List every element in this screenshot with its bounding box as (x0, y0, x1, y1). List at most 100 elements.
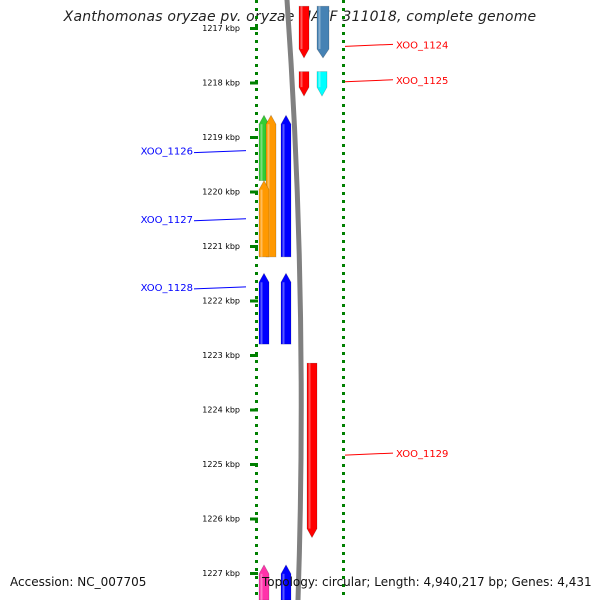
track-dot (342, 400, 345, 403)
gene-label-xoo_1127[interactable]: XOO_1127 (141, 215, 193, 226)
track-dot (255, 368, 258, 371)
track-dot (342, 144, 345, 147)
track-dot (255, 488, 258, 491)
gene-highlight (300, 71, 303, 88)
gene-xoo_1127[interactable] (258, 179, 270, 258)
track-dot (342, 552, 345, 555)
track-dot (255, 392, 258, 395)
genes (258, 5, 330, 600)
gene-label-xoo_1125[interactable]: XOO_1125 (396, 76, 448, 87)
tick-label: 1217 kbp (202, 24, 240, 33)
tick-mark (250, 190, 258, 194)
tick-label: 1225 kbp (202, 460, 240, 469)
track-dot (342, 96, 345, 99)
track-dot (342, 520, 345, 523)
leader-line (344, 452, 394, 456)
track-dot (255, 120, 258, 123)
track-dot (342, 440, 345, 443)
gene-label-xoo_1126[interactable]: XOO_1126 (141, 147, 193, 158)
gene-xoo_1130b[interactable] (280, 564, 292, 600)
track-dot (255, 496, 258, 499)
gene-xoo_1124[interactable] (298, 5, 310, 59)
genome-info-text: Topology: circular; Length: 4,940,217 bp… (262, 575, 592, 589)
track-dot (255, 520, 258, 523)
track-dot (255, 456, 258, 459)
track-dot (255, 232, 258, 235)
track-dot (342, 456, 345, 459)
gene-highlight (260, 282, 263, 345)
track-dot (342, 504, 345, 507)
ticks: 1217 kbp 1218 kbp 1219 kbp 1220 kbp 1221 kbp… (202, 24, 258, 578)
track-dot (255, 144, 258, 147)
track-dot (342, 0, 345, 3)
track-dot (342, 184, 345, 187)
track-dot (342, 448, 345, 451)
gene-xoo_1125b[interactable] (316, 71, 328, 97)
track-dot (255, 568, 258, 571)
track-dot (342, 192, 345, 195)
track-dot (342, 160, 345, 163)
gene-xoo_1129[interactable] (306, 362, 318, 539)
track-dot (255, 216, 258, 219)
gene-xoo_1124b[interactable] (316, 5, 330, 59)
track-dot (342, 360, 345, 363)
tick-label: 1224 kbp (202, 406, 240, 415)
leader-line (193, 286, 247, 290)
gene-label-xoo_1124[interactable]: XOO_1124 (396, 40, 448, 51)
gene-label-xoo_1128[interactable]: XOO_1128 (141, 283, 193, 294)
track-dot (342, 296, 345, 299)
track-dot (255, 48, 258, 51)
track-dot (255, 312, 258, 315)
track-dot (255, 208, 258, 211)
track-dot (342, 120, 345, 123)
track-dot (255, 240, 258, 243)
track-dot (342, 240, 345, 243)
track-dot (255, 112, 258, 115)
tick-mark (250, 408, 258, 412)
track-dot (255, 424, 258, 427)
track-dot (342, 136, 345, 139)
accession-text: Accession: NC_007705 (10, 575, 147, 589)
tick-mark (250, 299, 258, 303)
track-dot (342, 328, 345, 331)
track-dot (342, 464, 345, 467)
track-dot (342, 8, 345, 11)
gene-xoo_1125[interactable] (298, 71, 310, 97)
track-dot (255, 8, 258, 11)
track-dot (342, 536, 345, 539)
track-dot (342, 112, 345, 115)
track-dot (342, 232, 345, 235)
track-dot (342, 472, 345, 475)
forward-track-dots (342, 0, 345, 595)
track-dot (255, 0, 258, 3)
gene-label-xoo_1129[interactable]: XOO_1129 (396, 449, 448, 460)
track-dot (342, 176, 345, 179)
gene-highlight (260, 573, 263, 600)
track-dot (255, 376, 258, 379)
track-dot (342, 584, 345, 587)
gene-xoo_1126c[interactable] (280, 114, 292, 258)
track-dot (255, 200, 258, 203)
track-dot (255, 400, 258, 403)
track-dot (342, 104, 345, 107)
track-dot (342, 376, 345, 379)
track-dot (342, 224, 345, 227)
gene-labels: XOO_1124 XOO_1125 XOO_1126 XOO_1127 XOO_1128… (141, 40, 449, 460)
track-dot (255, 560, 258, 563)
track-dot (342, 352, 345, 355)
track-dot (255, 56, 258, 59)
gene-xoo_1128[interactable] (258, 272, 270, 345)
track-dot (255, 512, 258, 515)
track-dot (342, 368, 345, 371)
gene-xoo_1128b[interactable] (280, 272, 292, 345)
tick-mark (250, 81, 258, 85)
track-dot (342, 168, 345, 171)
track-dot (342, 216, 345, 219)
track-dot (255, 576, 258, 579)
gene-xoo_1130[interactable] (258, 564, 270, 600)
genome-backbone (284, 0, 304, 600)
track-dot (255, 264, 258, 267)
gene-highlight (260, 189, 263, 257)
track-dot (342, 88, 345, 91)
track-dot (342, 496, 345, 499)
